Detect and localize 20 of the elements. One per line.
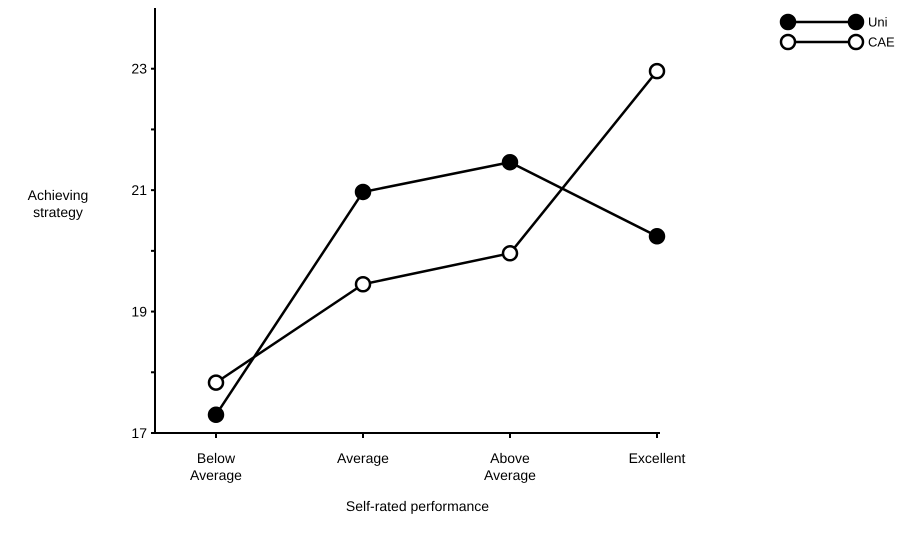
point bbox=[502, 154, 518, 170]
point bbox=[208, 406, 224, 424]
point bbox=[502, 245, 518, 262]
y-axis-title: Achieving strategy bbox=[28, 187, 88, 220]
legend-label: Uni bbox=[868, 14, 888, 30]
point bbox=[208, 374, 224, 391]
x-axis-title: Self-rated performance bbox=[346, 498, 490, 514]
point bbox=[648, 62, 666, 80]
x-tick-label: Above Average bbox=[484, 450, 536, 483]
y-tick-label: 21 bbox=[131, 182, 148, 198]
y-tick-label: 17 bbox=[131, 424, 148, 441]
point bbox=[354, 184, 372, 200]
point bbox=[648, 228, 666, 245]
y-tick-label: 23 bbox=[131, 60, 148, 77]
x-tick-label: Excellent bbox=[628, 450, 686, 466]
y-tick-label: 19 bbox=[131, 303, 148, 320]
x-tick-label: Average bbox=[337, 450, 390, 466]
x-tick-label: Below Average bbox=[190, 450, 242, 483]
legend-label: CAE bbox=[868, 34, 896, 50]
point bbox=[354, 276, 372, 292]
